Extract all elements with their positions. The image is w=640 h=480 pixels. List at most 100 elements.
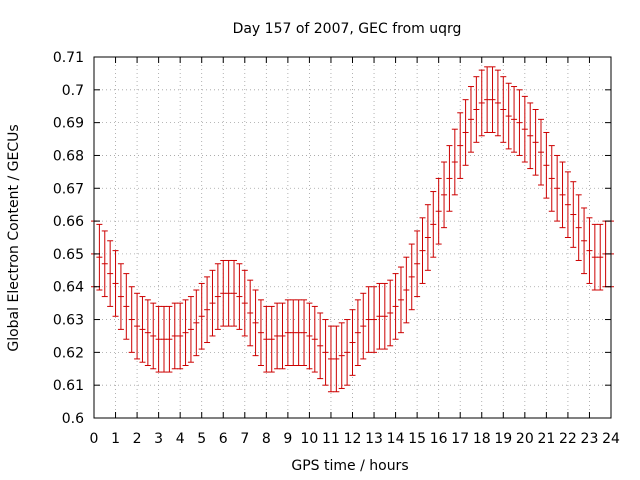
data-point bbox=[268, 305, 275, 373]
x-tick-label: 15 bbox=[408, 431, 426, 447]
y-tick-label: 0.67 bbox=[53, 181, 84, 197]
data-point bbox=[344, 319, 351, 386]
x-tick-label: 24 bbox=[602, 431, 620, 447]
data-point bbox=[274, 302, 281, 370]
y-axis-title: Global Electron Content / GECUs bbox=[6, 124, 22, 351]
data-point bbox=[123, 273, 130, 340]
data-point bbox=[581, 207, 588, 275]
x-tick-label: 2 bbox=[133, 431, 142, 447]
data-point bbox=[397, 266, 404, 334]
x-tick-label: 23 bbox=[581, 431, 599, 447]
y-axis-tick-labels: 0.6 0.61 0.62 0.63 0.64 0.65 0.66 0.67 0.68 0.69 0… bbox=[53, 50, 84, 427]
data-point bbox=[586, 217, 593, 284]
data-point bbox=[284, 299, 291, 366]
x-tick-label: 19 bbox=[494, 431, 512, 447]
data-point bbox=[182, 299, 189, 366]
data-point bbox=[414, 230, 421, 298]
data-point bbox=[338, 322, 345, 389]
y-tick-label: 0.68 bbox=[53, 148, 84, 164]
x-axis-title: GPS time / hours bbox=[291, 458, 408, 474]
data-point bbox=[408, 243, 415, 311]
data-point bbox=[333, 325, 340, 393]
data-point bbox=[381, 282, 388, 350]
data-point bbox=[462, 99, 469, 166]
grid bbox=[94, 57, 611, 418]
x-tick-label: 9 bbox=[283, 431, 292, 447]
data-point bbox=[150, 302, 157, 370]
data-point bbox=[387, 279, 394, 347]
x-tick-label: 3 bbox=[154, 431, 163, 447]
data-point bbox=[543, 131, 550, 199]
data-point bbox=[473, 76, 480, 143]
data-point bbox=[478, 69, 485, 137]
y-tick-label: 0.65 bbox=[53, 247, 84, 263]
data-point bbox=[511, 86, 518, 153]
data-point bbox=[500, 76, 507, 143]
data-point bbox=[360, 292, 367, 360]
data-point bbox=[457, 112, 464, 179]
data-point bbox=[527, 102, 534, 170]
data-point bbox=[209, 269, 216, 337]
axis-ticks bbox=[93, 56, 612, 419]
y-tick-label: 0.7 bbox=[62, 83, 84, 99]
data-point bbox=[198, 282, 205, 350]
x-axis-tick-labels: 0 1 2 3 4 5 6 7 8 9 10 11 12 13 14 15 16 17 18 19 20 21 22 23 24 bbox=[90, 431, 620, 447]
data-point bbox=[161, 305, 168, 373]
x-tick-label: 14 bbox=[387, 431, 405, 447]
data-point bbox=[144, 299, 151, 366]
data-point bbox=[252, 289, 259, 357]
data-point bbox=[166, 305, 173, 373]
data-point bbox=[134, 292, 141, 360]
data-point bbox=[559, 161, 566, 229]
data-point bbox=[327, 325, 334, 393]
data-point bbox=[419, 217, 426, 284]
data-point bbox=[548, 145, 555, 212]
data-point bbox=[177, 302, 184, 370]
data-point bbox=[430, 191, 437, 258]
x-tick-label: 1 bbox=[111, 431, 120, 447]
data-point bbox=[241, 269, 248, 337]
x-tick-label: 20 bbox=[516, 431, 534, 447]
data-point bbox=[489, 66, 496, 133]
y-tick-label: 0.61 bbox=[53, 378, 84, 394]
x-tick-label: 18 bbox=[473, 431, 491, 447]
x-tick-label: 0 bbox=[90, 431, 99, 447]
data-point bbox=[554, 154, 561, 222]
data-point bbox=[354, 299, 361, 366]
x-tick-label: 16 bbox=[430, 431, 448, 447]
data-point bbox=[257, 299, 264, 366]
data-point bbox=[516, 89, 523, 156]
x-tick-label: 17 bbox=[451, 431, 469, 447]
x-tick-label: 8 bbox=[262, 431, 271, 447]
data-point bbox=[214, 263, 221, 330]
y-tick-label: 0.64 bbox=[53, 280, 84, 296]
x-tick-label: 10 bbox=[301, 431, 319, 447]
x-tick-label: 22 bbox=[559, 431, 577, 447]
data-point bbox=[247, 279, 254, 347]
data-point bbox=[171, 302, 178, 370]
data-point bbox=[597, 223, 604, 291]
data-point bbox=[139, 296, 146, 363]
data-point bbox=[446, 145, 453, 212]
y-tick-label: 0.6 bbox=[62, 411, 84, 427]
data-point bbox=[128, 286, 135, 353]
data-point bbox=[155, 305, 162, 373]
data-point bbox=[371, 286, 378, 353]
data-point bbox=[564, 171, 571, 238]
data-series bbox=[91, 66, 614, 393]
data-point bbox=[301, 299, 308, 366]
data-point bbox=[225, 259, 232, 327]
data-point bbox=[484, 66, 491, 133]
data-point bbox=[290, 299, 297, 366]
data-point bbox=[441, 161, 448, 229]
data-point bbox=[101, 230, 108, 298]
x-tick-label: 4 bbox=[176, 431, 185, 447]
x-tick-label: 13 bbox=[365, 431, 383, 447]
data-point bbox=[306, 302, 313, 370]
data-point bbox=[263, 305, 270, 373]
data-point bbox=[532, 109, 539, 176]
data-point bbox=[435, 177, 442, 245]
data-point bbox=[220, 259, 227, 327]
y-tick-label: 0.69 bbox=[53, 116, 84, 132]
